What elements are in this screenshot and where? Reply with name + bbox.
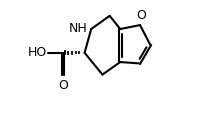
Text: O: O — [58, 79, 68, 91]
Text: HO: HO — [28, 46, 47, 59]
Text: O: O — [136, 9, 146, 22]
Text: NH: NH — [69, 22, 88, 35]
